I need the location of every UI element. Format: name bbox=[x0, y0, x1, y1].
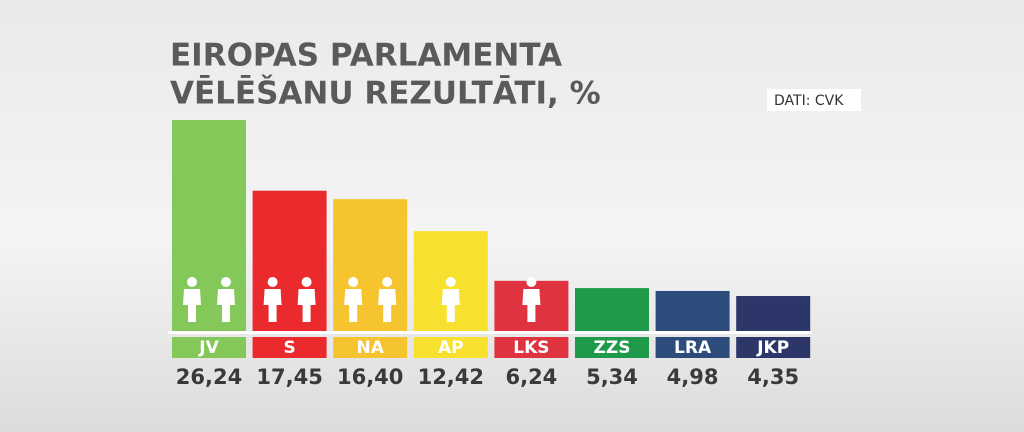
seat-body bbox=[297, 289, 316, 322]
label-box bbox=[172, 337, 246, 358]
seat-body bbox=[344, 289, 363, 322]
seat-head bbox=[382, 277, 393, 287]
category-label: JKP bbox=[756, 338, 789, 358]
category-label: LRA bbox=[674, 338, 712, 358]
seat-icon bbox=[441, 277, 460, 322]
seat-body bbox=[522, 289, 541, 322]
category-label: NA bbox=[357, 338, 385, 358]
seat-body bbox=[441, 289, 460, 322]
label-box bbox=[655, 337, 730, 358]
bar bbox=[575, 288, 649, 331]
value-label: 16,40 bbox=[337, 365, 403, 389]
seat-body bbox=[263, 289, 282, 322]
seat-body bbox=[378, 289, 397, 322]
bar bbox=[172, 120, 246, 332]
seat-icon bbox=[297, 277, 316, 322]
category-label: LKS bbox=[513, 338, 549, 358]
seat-body bbox=[217, 289, 235, 322]
seat-icon bbox=[522, 277, 541, 322]
label-box bbox=[494, 337, 569, 358]
value-label: 5,34 bbox=[586, 365, 638, 389]
value-label: 6,24 bbox=[505, 365, 557, 389]
value-label: 17,45 bbox=[256, 365, 322, 389]
category-label: AP bbox=[438, 338, 464, 358]
source-box bbox=[767, 89, 861, 111]
value-label: 26,24 bbox=[176, 365, 242, 389]
value-label: 4,98 bbox=[667, 365, 719, 389]
baseline bbox=[168, 331, 812, 334]
seat-icon bbox=[183, 277, 201, 322]
seat-head bbox=[445, 277, 456, 287]
value-label: 4,35 bbox=[747, 365, 799, 389]
bar bbox=[252, 190, 327, 331]
seat-head bbox=[221, 277, 231, 287]
source: DATI: CVK bbox=[774, 93, 844, 109]
seat-head bbox=[301, 277, 312, 287]
bar bbox=[333, 199, 408, 331]
label-box bbox=[736, 337, 811, 358]
chart-title: EIROPAS PARLAMENTA bbox=[170, 38, 562, 74]
seat-icon bbox=[263, 277, 282, 322]
seat-head bbox=[526, 277, 537, 287]
seat-body bbox=[183, 289, 201, 322]
category-label: S bbox=[283, 338, 295, 358]
label-box bbox=[333, 337, 408, 358]
seat-icon bbox=[344, 277, 363, 322]
label-box bbox=[413, 337, 488, 358]
category-label: JV bbox=[198, 338, 219, 358]
bar bbox=[655, 290, 730, 331]
value-label: 12,42 bbox=[418, 365, 484, 389]
chart-title: VĒLĒŠANU REZULTĀTI, % bbox=[170, 75, 601, 112]
seat-icon bbox=[378, 277, 397, 322]
category-label: ZZS bbox=[594, 338, 631, 358]
bar bbox=[736, 296, 811, 331]
seat-head bbox=[187, 277, 197, 287]
seat-icon bbox=[217, 277, 235, 322]
label-box bbox=[575, 337, 649, 358]
label-box bbox=[252, 337, 327, 358]
seat-head bbox=[348, 277, 359, 287]
seat-head bbox=[267, 277, 278, 287]
